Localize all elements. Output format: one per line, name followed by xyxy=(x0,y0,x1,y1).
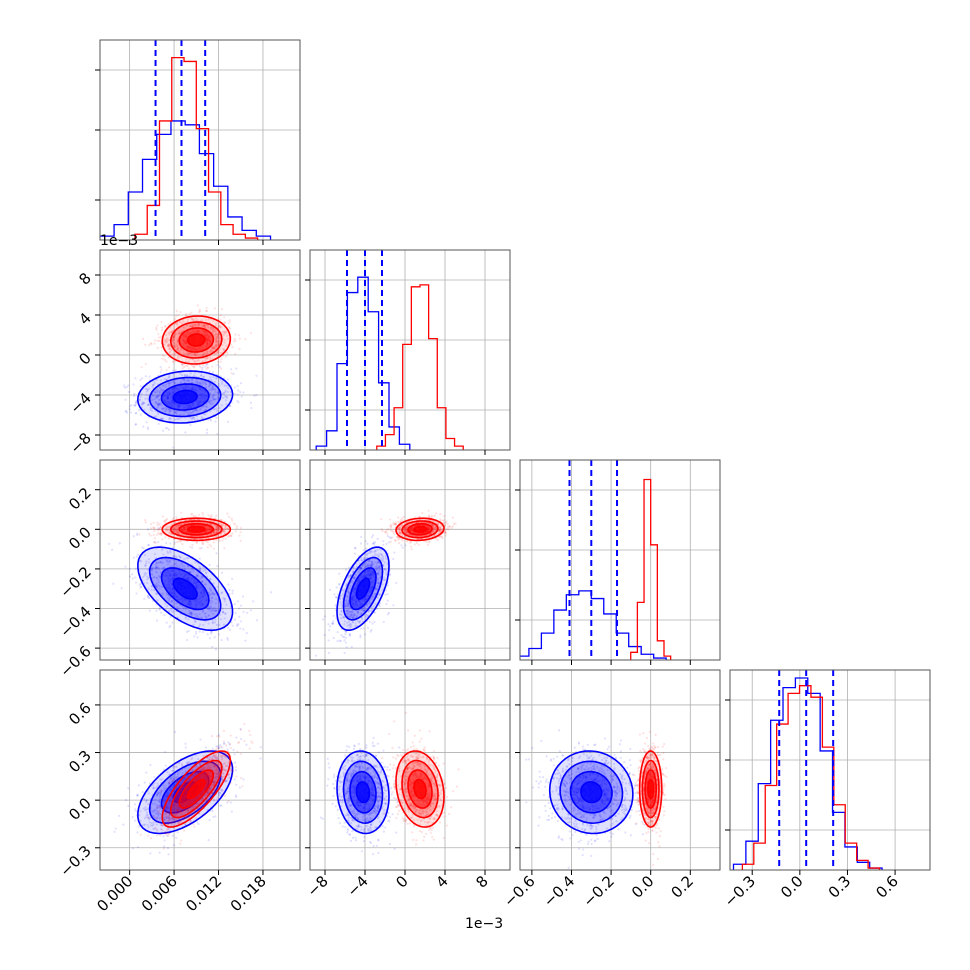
x-tick-label: 0.2 xyxy=(668,872,698,902)
x-tick-label: −0.2 xyxy=(579,872,617,910)
y-tick-label: −8 xyxy=(66,429,94,457)
x-tick-label: 0 xyxy=(392,872,411,891)
y-tick-label: 0.3 xyxy=(65,747,95,777)
contour-level-3-series-1 xyxy=(187,333,206,347)
panel-background xyxy=(100,670,300,870)
x-tick-label: −0.6 xyxy=(500,872,538,910)
scatter-panel-p1-p3: −8 −4 0 4 8 xyxy=(303,669,511,900)
scatter-panel-p2-p3: −0.6 −0.4 −0.2 0.0 0.2 xyxy=(500,669,721,911)
x-tick-label: 8 xyxy=(472,872,491,891)
x-tick-label: 0.6 xyxy=(872,872,902,902)
contour-level-3-series-0 xyxy=(172,389,198,405)
panel-frame xyxy=(99,459,301,661)
scatter-panel-p0-p2: −0.6−0.4−0.2 0.0 0.2 xyxy=(56,459,301,681)
panel-frame xyxy=(309,459,511,661)
x-tick-label: −8 xyxy=(303,872,331,900)
histogram-series-0 xyxy=(100,120,272,240)
scatter-panel-p1-p2 xyxy=(305,459,511,665)
panel-frame xyxy=(309,249,511,451)
x-tick-label: 0.0 xyxy=(777,872,807,902)
contour-level-3-series-0 xyxy=(355,577,371,600)
x-tick-label: 0.012 xyxy=(182,872,225,915)
x-tick-label: 4 xyxy=(432,872,451,891)
histogram-series-1 xyxy=(376,284,464,450)
panel-frame xyxy=(99,39,301,241)
panel-background xyxy=(520,670,720,870)
contour-level-3-series-0 xyxy=(355,781,371,804)
y-tick-label: 0 xyxy=(75,349,94,368)
contour-level-3-series-1 xyxy=(413,525,427,533)
histogram-panel-p3: −0.3 0.0 0.3 0.6 xyxy=(721,669,931,911)
panel-frame xyxy=(99,669,301,871)
panel-frame xyxy=(309,669,511,871)
contour-level-3-series-1 xyxy=(186,525,206,533)
scatter-panel-p0-p1: −8 −4 0 4 8 xyxy=(66,249,301,457)
contour-level-3-series-1 xyxy=(187,778,206,800)
panel-background xyxy=(730,670,930,870)
x-tick-label: −0.4 xyxy=(540,872,578,910)
x-tick-label: 0.018 xyxy=(227,872,270,915)
offset-label-y: 1e−3 xyxy=(100,233,138,249)
panel-background xyxy=(310,460,510,660)
panel-background xyxy=(310,250,510,450)
y-tick-label: −0.2 xyxy=(56,563,94,601)
y-tick-label: 0.6 xyxy=(65,699,95,729)
histogram-panel-p1 xyxy=(305,249,511,455)
histogram-series-0 xyxy=(315,276,411,450)
panel-background xyxy=(100,460,300,660)
x-tick-label: 0.006 xyxy=(138,872,181,915)
y-tick-label: 8 xyxy=(75,269,94,288)
y-tick-label: −0.3 xyxy=(56,842,94,880)
histogram-series-1 xyxy=(134,56,259,240)
x-tick-label: 0.000 xyxy=(93,872,136,915)
panel-frame xyxy=(729,669,931,871)
y-tick-label: −0.4 xyxy=(56,603,94,641)
x-tick-label: −4 xyxy=(343,872,371,900)
y-tick-label: −0.6 xyxy=(56,642,94,680)
panel-frame xyxy=(519,669,721,871)
x-tick-label: −0.3 xyxy=(721,872,759,910)
panel-frame xyxy=(519,459,721,661)
histogram-panel-p0 xyxy=(95,39,301,245)
scatter-panel-p0-p3: 0.000 0.006 0.012 0.018 −0.3 0.0 0.3 0.6 xyxy=(56,669,301,915)
y-tick-label: −4 xyxy=(66,389,94,417)
offset-label-x: 1e−3 xyxy=(465,916,503,932)
contour-level-3-series-0 xyxy=(172,577,198,600)
histogram-series-1 xyxy=(630,478,672,660)
histogram-panel-p2 xyxy=(515,459,721,665)
y-tick-label: 0.0 xyxy=(65,794,95,824)
x-tick-label: 0.0 xyxy=(628,872,658,902)
panel-frame xyxy=(99,249,301,451)
panel-background xyxy=(310,670,510,870)
contour-level-3-series-1 xyxy=(413,778,427,800)
x-tick-label: 0.3 xyxy=(825,872,855,902)
y-tick-label: 4 xyxy=(75,309,94,328)
histogram-series-1 xyxy=(741,685,881,870)
y-tick-label: 0.2 xyxy=(65,484,95,514)
contour-level-3-series-0 xyxy=(580,781,603,804)
contour-level-3-series-1 xyxy=(647,778,655,800)
y-tick-label: 0.0 xyxy=(65,523,95,553)
